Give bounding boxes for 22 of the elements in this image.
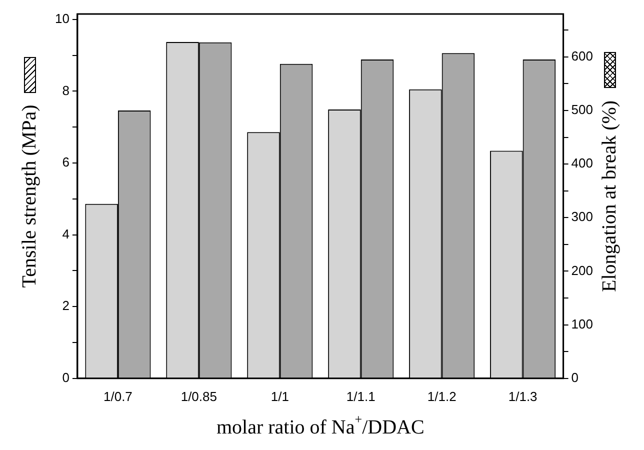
y2-tick-label: 600 [571, 48, 594, 64]
x-tick-label: 1/1.1 [346, 388, 376, 404]
y-tick-label: 10 [54, 10, 70, 26]
y-tick-label: 4 [62, 226, 70, 242]
x-tick-label: 1/1.3 [508, 388, 538, 404]
x-tick-label: 1/0.85 [180, 388, 217, 404]
x-tick-label: 1/1.2 [427, 388, 456, 404]
x-axis-title: molar ratio of Na+/DDAC [216, 411, 424, 438]
y2-tick-label: 200 [571, 262, 594, 278]
x-tick-label: 1/0.7 [103, 388, 132, 404]
y2-tick-label: 0 [571, 370, 579, 385]
y-tick-label: 0 [62, 370, 70, 385]
y2-tick-label: 100 [571, 316, 594, 332]
y2-tick-label: 400 [571, 156, 594, 171]
x-tick-label: 1/1 [270, 388, 289, 404]
y2-tick-label: 500 [571, 102, 594, 118]
y2-tick-label: 300 [571, 209, 594, 224]
y-tick-label: 6 [62, 154, 70, 170]
y-axis-title: Tensile strength (MPa) [18, 104, 40, 288]
y2-axis-title: Elongation at break (%) [598, 100, 620, 292]
y-tick-label: 2 [62, 298, 70, 314]
y-tick-label: 8 [62, 82, 70, 98]
